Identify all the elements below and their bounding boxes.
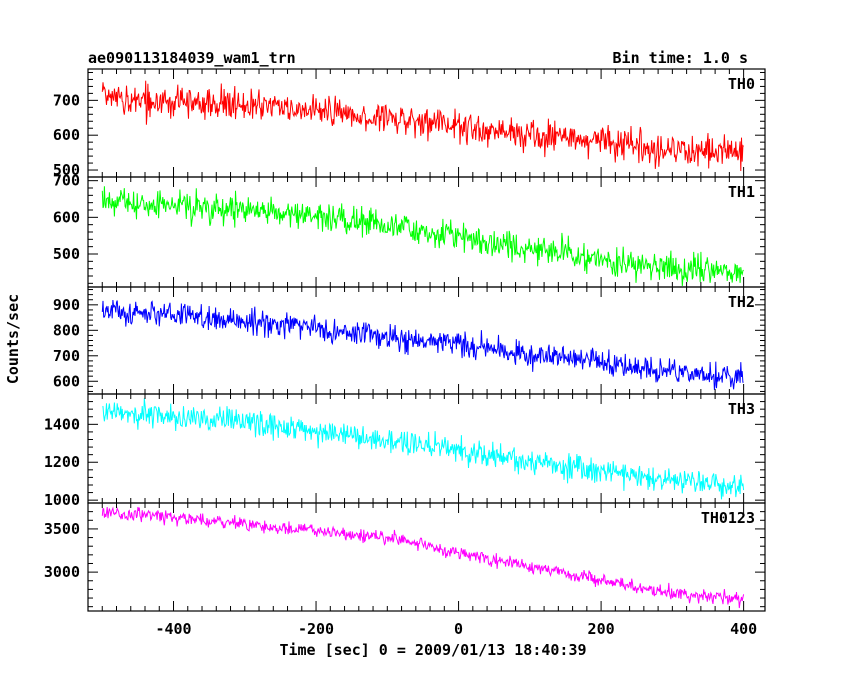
series-line-th2 xyxy=(101,299,744,390)
y-tick-label-th3: 1000 xyxy=(44,491,80,509)
panel-frame-th0123 xyxy=(87,502,766,612)
noise-layer xyxy=(101,80,745,609)
y-tick-label-th3: 1200 xyxy=(44,453,80,471)
frame-layer: 500 600 700 TH0 500 600 700 TH1 600 700 800 900 TH2 1… xyxy=(44,68,766,638)
panel-label-th0123: TH0123 xyxy=(701,509,755,527)
panel-label-th3: TH3 xyxy=(728,400,755,418)
y-tick-label-th0: 600 xyxy=(53,126,80,144)
series-line-th1 xyxy=(101,186,744,287)
panel-frame-th3 xyxy=(87,393,766,504)
y-tick-label-th2: 700 xyxy=(53,347,80,365)
x-axis-label: Time [sec] 0 = 2009/01/13 18:40:39 xyxy=(279,641,586,659)
y-tick-label-th3: 1400 xyxy=(44,415,80,433)
y-tick-label-th1: 600 xyxy=(53,208,80,226)
panel-frame-th2 xyxy=(87,286,766,395)
x-tick-label: 200 xyxy=(588,620,615,638)
series-line-th3 xyxy=(102,398,745,500)
y-tick-label-th2: 600 xyxy=(53,372,80,390)
panel-label-th1: TH1 xyxy=(728,183,755,201)
panel-frame-th0 xyxy=(87,68,766,178)
bin-time-label: Bin time: 1.0 s xyxy=(613,49,748,67)
y-tick-label-th0: 700 xyxy=(53,91,80,109)
y-tick-label-th0123: 3000 xyxy=(44,563,80,581)
x-tick-label: 400 xyxy=(730,620,757,638)
panel-label-th2: TH2 xyxy=(728,293,755,311)
x-tick-label: -400 xyxy=(155,620,191,638)
chart-title: ae090113184039_wam1_trn xyxy=(88,49,296,67)
y-tick-label-th0123: 3500 xyxy=(44,520,80,538)
y-tick-label-th2: 800 xyxy=(53,321,80,339)
panel-label-th0: TH0 xyxy=(728,75,755,93)
series-line-th0 xyxy=(101,80,744,172)
x-tick-label: 0 xyxy=(454,620,463,638)
y-tick-label-th2: 900 xyxy=(53,296,80,314)
y-tick-label-th1: 500 xyxy=(53,245,80,263)
x-tick-label: -200 xyxy=(298,620,334,638)
y-axis-label: Counts/sec xyxy=(4,294,22,384)
series-line-th0123 xyxy=(101,506,745,609)
y-tick-label-th1: 700 xyxy=(53,172,80,190)
y-tick-label-th0: 500 xyxy=(53,161,80,179)
